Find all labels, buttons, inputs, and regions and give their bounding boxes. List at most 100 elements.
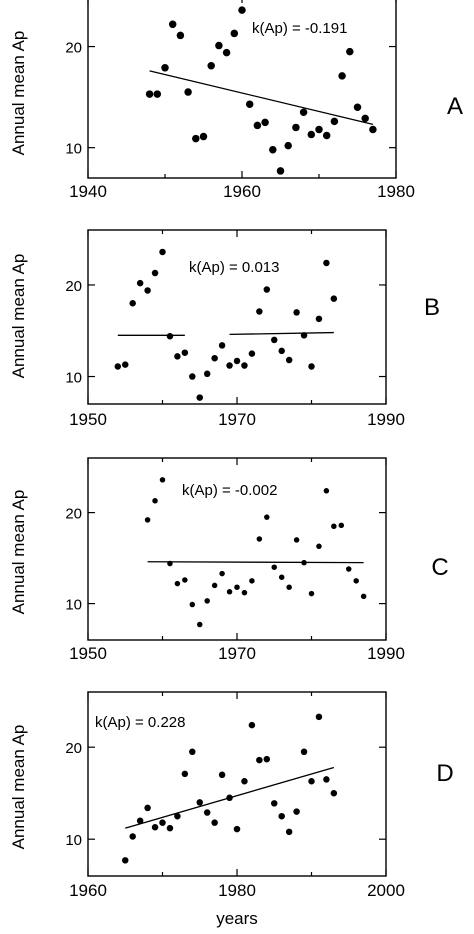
x-tick-label: 1970 — [218, 644, 256, 663]
x-tick-label: 1940 — [69, 182, 107, 201]
y-tick-label: 10 — [65, 141, 82, 158]
data-point — [222, 48, 231, 57]
data-point — [129, 833, 136, 840]
data-point — [211, 819, 218, 826]
data-point — [271, 336, 278, 344]
data-point — [114, 363, 122, 370]
data-point — [323, 776, 330, 783]
data-point — [207, 62, 215, 70]
k-annotation: k(Ap) = 0.228 — [95, 714, 185, 731]
data-point — [331, 523, 337, 529]
data-point — [218, 342, 226, 349]
data-point — [153, 90, 162, 98]
data-point — [245, 100, 254, 108]
data-point — [292, 123, 300, 132]
data-point — [300, 332, 308, 339]
panel-label: B — [424, 294, 440, 321]
x-tick-label: 1970 — [218, 410, 256, 429]
data-point — [323, 488, 330, 494]
trend-line — [149, 70, 374, 126]
data-point — [182, 577, 188, 583]
k-annotation: k(Ap) = -0.191 — [252, 20, 347, 37]
data-point — [168, 20, 177, 29]
data-point — [315, 315, 323, 323]
data-point — [144, 517, 151, 523]
data-point — [204, 598, 210, 604]
data-point — [152, 498, 158, 504]
panel-a: 1940 1960 1980 10 20 Annual mean Ap k(Ap) = -0… — [9, 0, 463, 201]
y-axis-label: Annual mean Ap — [9, 490, 28, 615]
data-point — [353, 103, 362, 111]
data-point — [174, 812, 181, 820]
data-point — [278, 574, 285, 580]
data-point — [286, 584, 292, 590]
x-tick-label: 1950 — [69, 644, 107, 663]
data-point — [330, 295, 338, 302]
data-point — [151, 823, 159, 831]
panel-label: A — [447, 93, 463, 120]
data-point — [263, 755, 271, 763]
y-tick-label: 20 — [65, 506, 82, 523]
data-point — [307, 130, 316, 139]
data-point — [338, 522, 345, 529]
trend-line — [147, 561, 364, 564]
data-point — [248, 350, 256, 357]
y-tick-label: 10 — [65, 597, 82, 614]
data-point — [189, 748, 196, 756]
data-point — [301, 559, 307, 566]
data-point — [145, 90, 154, 98]
y-axis-label: Annual mean Ap — [9, 254, 28, 379]
data-point — [300, 748, 308, 756]
data-point — [346, 47, 354, 56]
data-point — [192, 134, 200, 143]
x-tick-label: 1950 — [69, 410, 107, 429]
data-point — [196, 799, 203, 806]
data-point — [248, 721, 256, 729]
y-axis-label: Annual mean Ap — [9, 725, 28, 850]
data-point — [189, 601, 196, 608]
x-tick-label: 2000 — [367, 881, 405, 900]
panel-d: 1960 1980 2000 10 20 Annual mean Ap years k(Ap)… — [9, 691, 454, 928]
data-point — [360, 593, 367, 600]
x-tick-label: 1980 — [218, 881, 256, 900]
y-tick-label: 20 — [65, 278, 82, 295]
x-tick-label: 1990 — [367, 644, 405, 663]
data-point — [211, 354, 218, 362]
data-point — [346, 566, 352, 572]
data-point — [166, 824, 174, 832]
data-point — [234, 584, 240, 590]
data-point — [293, 537, 300, 543]
data-point — [315, 125, 323, 134]
plot-frame — [87, 229, 387, 405]
data-point — [159, 477, 166, 483]
panel-label: D — [436, 760, 453, 787]
data-point — [129, 300, 136, 307]
data-point — [353, 578, 359, 584]
data-point — [241, 589, 248, 596]
trend-line — [229, 331, 334, 336]
data-point — [203, 370, 211, 378]
data-point — [166, 332, 174, 340]
data-point — [308, 777, 315, 785]
data-point — [263, 286, 271, 293]
data-point — [197, 621, 203, 628]
data-point — [256, 756, 263, 764]
data-point — [271, 800, 278, 807]
data-point — [181, 770, 189, 778]
data-point — [196, 394, 203, 401]
data-point — [284, 141, 292, 150]
data-point — [233, 825, 241, 833]
data-point — [338, 72, 346, 80]
data-point — [159, 819, 166, 826]
k-annotation: k(Ap) = -0.002 — [182, 482, 277, 499]
data-point — [308, 363, 315, 370]
data-point — [316, 543, 322, 550]
y-axis-label: Annual mean Ap — [9, 31, 28, 156]
x-tick-label: 1960 — [69, 881, 107, 900]
data-point — [269, 145, 277, 154]
data-point — [122, 857, 129, 864]
data-point — [322, 131, 331, 140]
data-point — [181, 349, 189, 356]
data-point — [144, 287, 151, 294]
